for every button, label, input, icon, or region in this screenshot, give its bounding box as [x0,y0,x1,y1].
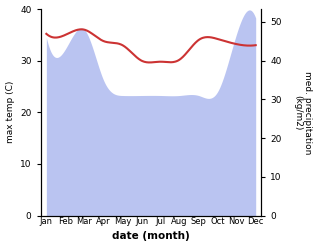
Y-axis label: max temp (C): max temp (C) [5,81,15,144]
X-axis label: date (month): date (month) [112,231,190,242]
Y-axis label: med. precipitation
(kg/m2): med. precipitation (kg/m2) [293,71,313,154]
